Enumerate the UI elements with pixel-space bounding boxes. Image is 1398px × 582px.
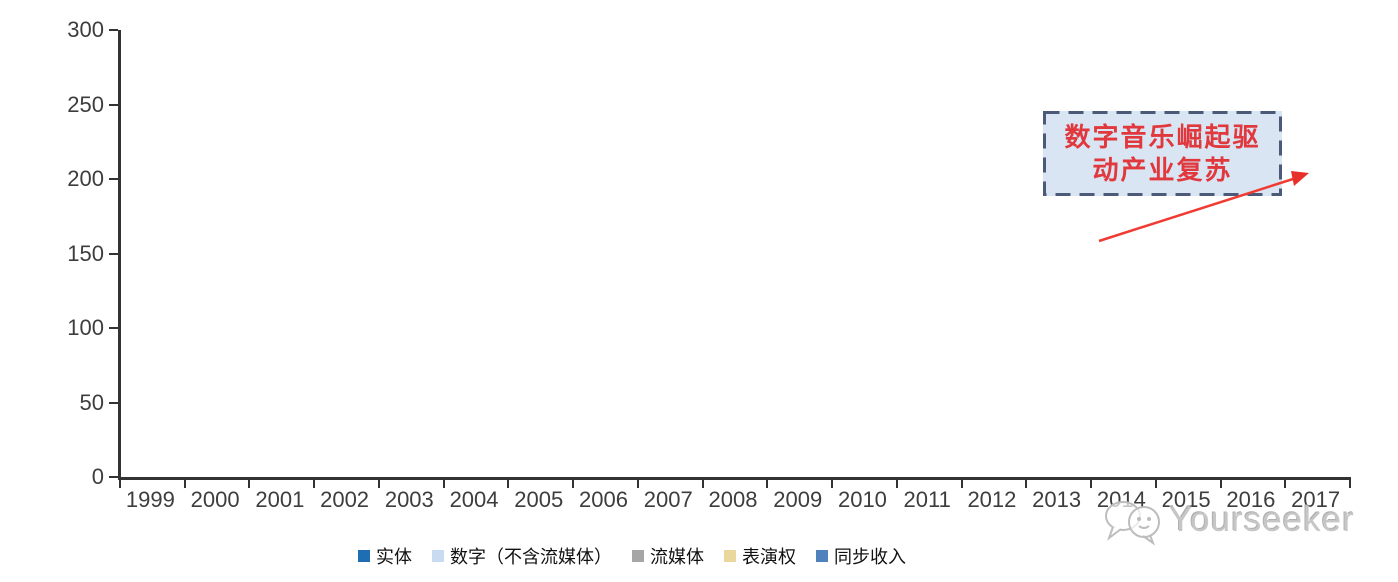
x-tick-label-2011: 2011 (903, 487, 951, 512)
bar-slot-2011 (898, 30, 963, 477)
x-tick-label-2002: 2002 (320, 487, 370, 512)
y-tick-label-0: 0 (91, 464, 104, 489)
bar-slot-2012 (963, 30, 1028, 477)
y-tick-mark (109, 29, 118, 31)
bar-slot-2003 (380, 30, 445, 477)
x-tick-mark (960, 480, 963, 488)
x-tick-label-2017: 2017 (1291, 487, 1341, 512)
dashed-border (1043, 111, 1282, 196)
x-tick-label-2008: 2008 (708, 487, 758, 512)
y-tick-label-250: 250 (67, 91, 104, 117)
y-tick-mark (109, 401, 118, 404)
x-tick-label-2003: 2003 (384, 487, 434, 512)
x-tick-mark (766, 480, 769, 488)
bar-slot-2000 (186, 30, 251, 477)
legend-swatch-physical (358, 550, 370, 562)
x-tick-label-2012: 2012 (967, 487, 1017, 512)
x-tick-label-2013: 2013 (1032, 487, 1082, 512)
bar-slot-2006 (574, 30, 639, 477)
legend-label-streaming: 流媒体 (650, 547, 704, 567)
y-tick-label-200: 200 (67, 166, 104, 191)
bar-slot-2008 (704, 30, 769, 477)
x-tick-label-2001: 2001 (255, 487, 305, 512)
x-tick-label-2016: 2016 (1226, 487, 1276, 512)
x-tick-label-1999: 1999 (125, 487, 175, 512)
legend-swatch-performance-rights (724, 550, 736, 562)
bar-slot-2001 (250, 30, 315, 477)
x-tick-label-2005: 2005 (514, 487, 564, 512)
x-tick-mark (507, 480, 510, 488)
x-tick-mark (313, 480, 316, 488)
legend-item-streaming: 流媒体 (632, 543, 704, 569)
x-tick-label-2015: 2015 (1161, 487, 1211, 512)
bar-slot-2007 (639, 30, 704, 477)
y-tick-mark (109, 327, 118, 329)
x-tick-label-2000: 2000 (190, 487, 240, 512)
legend: 实体 数字（不含流媒体） 流媒体 表演权 同步收入 (358, 543, 906, 569)
annotation-text-line1: 数字音乐崛起驱 (1064, 122, 1261, 152)
x-tick-mark (895, 480, 898, 488)
y-tick-label-100: 100 (67, 315, 104, 340)
y-tick-mark (109, 476, 118, 478)
legend-swatch-streaming (632, 550, 644, 562)
x-tick-label-2006: 2006 (579, 487, 628, 512)
legend-item-performance-rights: 表演权 (724, 543, 796, 569)
x-tick-mark (1090, 480, 1093, 488)
bar-slot-2005 (509, 30, 574, 477)
legend-label-performance-rights: 表演权 (742, 547, 796, 567)
legend-label-digital-excl-streaming: 数字（不含流媒体） (450, 547, 612, 567)
x-tick-mark (1154, 480, 1157, 488)
x-tick-mark (636, 480, 639, 488)
legend-item-sync-revenue: 同步收入 (816, 543, 906, 569)
annotation-arrow-icon (1098, 171, 1309, 243)
y-tick-mark (109, 103, 118, 106)
y-tick-mark (109, 178, 118, 180)
bar-slot-1999 (121, 30, 186, 477)
x-tick-mark (442, 480, 445, 488)
annotation-text-line2: 动产业复苏 (1092, 155, 1233, 185)
bar-slot-2004 (445, 30, 510, 477)
x-tick-mark (1349, 480, 1351, 488)
bar-slot-2002 (315, 30, 380, 477)
x-tick-mark (119, 480, 121, 488)
x-tick-label-2014: 2014 (1096, 487, 1146, 512)
x-tick-mark (377, 480, 380, 488)
legend-item-physical: 实体 (358, 543, 412, 569)
x-tick-label-2009: 2009 (773, 487, 823, 512)
y-tick-mark (109, 252, 118, 255)
x-tick-mark (831, 480, 834, 488)
legend-swatch-digital-excl-streaming (432, 550, 444, 562)
legend-label-sync-revenue: 同步收入 (834, 547, 906, 567)
plot-area (118, 30, 1351, 480)
annotation-callout: 数字音乐崛起驱 动产业复苏 (1043, 111, 1282, 196)
bar-slot-2010 (833, 30, 898, 477)
legend-swatch-sync-revenue (816, 550, 828, 562)
x-tick-mark (1284, 480, 1287, 488)
y-tick-label-50: 50 (79, 389, 104, 415)
legend-label-physical: 实体 (376, 547, 412, 567)
y-tick-label-300: 300 (67, 17, 104, 42)
bar-slot-2009 (768, 30, 833, 477)
x-tick-label-2004: 2004 (449, 487, 499, 512)
x-tick-label-2010: 2010 (837, 487, 887, 512)
x-tick-mark (183, 480, 186, 488)
y-tick-label-150: 150 (67, 240, 104, 266)
x-axis-labels: 1999 2000 2001 2002 2003 2004 2005 2006 2007 2008… (118, 487, 1348, 513)
legend-item-digital-excl-streaming: 数字（不含流媒体） (432, 543, 612, 569)
x-tick-mark (1025, 480, 1028, 488)
x-tick-mark (701, 480, 704, 488)
x-tick-mark (572, 480, 575, 488)
x-tick-label-2007: 2007 (643, 487, 693, 512)
x-tick-mark (1219, 480, 1222, 488)
x-tick-mark (248, 480, 251, 488)
